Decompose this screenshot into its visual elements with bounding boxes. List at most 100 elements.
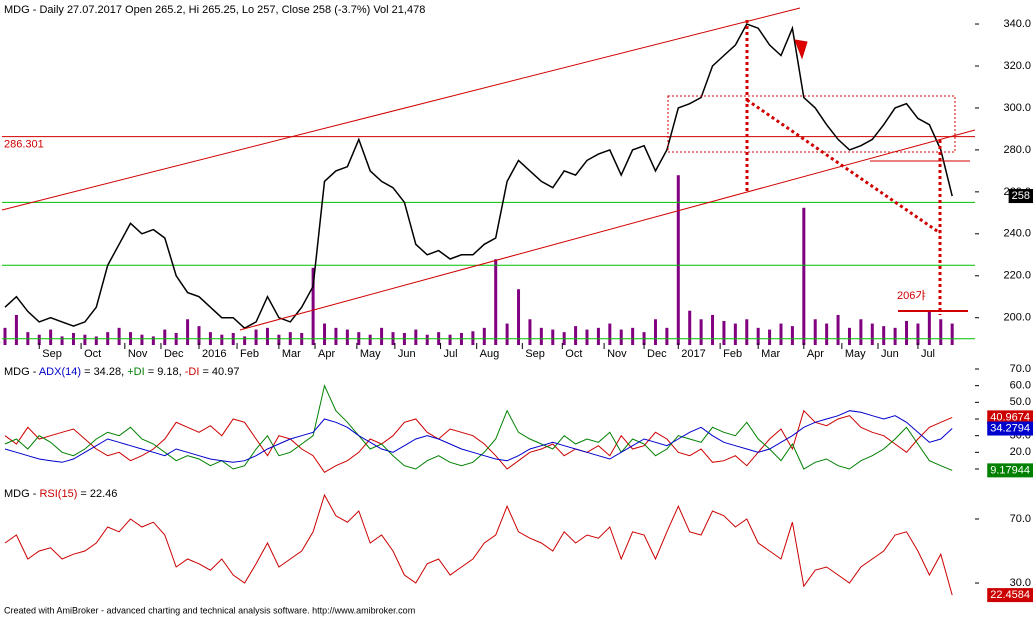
volume-bar (870, 323, 874, 345)
volume-bar (950, 323, 954, 345)
title-part: -DI (185, 366, 200, 378)
volume-bar (722, 320, 726, 345)
title-part: = 22.46 (77, 488, 117, 500)
y-tick-label: 30.0 (1010, 577, 1031, 589)
volume-bar (482, 327, 486, 345)
volume-bar (448, 334, 452, 345)
last-value-box (1008, 189, 1033, 204)
volume-bar (140, 334, 144, 345)
volume-bar (939, 319, 943, 345)
volume-bar (551, 329, 555, 345)
volume-bar (197, 326, 201, 345)
x-tick-label: Dec (164, 348, 184, 360)
title-part: ADX(14) (39, 366, 81, 378)
x-tick-label: Sep (42, 348, 62, 360)
volume-bar (631, 327, 635, 345)
volume-bar (277, 334, 281, 345)
x-tick-label: Apr (807, 348, 824, 360)
footer: Created with AmiBroker - advanced charti… (4, 605, 415, 615)
volume-bar (117, 327, 121, 345)
volume-bar (733, 323, 737, 345)
volume-bar (653, 319, 657, 345)
volume-bar (14, 314, 18, 345)
title-part: = 9.18, (145, 366, 185, 378)
title-part: = 34.28, (81, 366, 127, 378)
series-line (4, 493, 953, 596)
x-tick-label: Aug (480, 348, 500, 360)
channel-lower (239, 129, 976, 331)
x-tick-label: Nov (607, 348, 627, 360)
last-value-box (987, 410, 1033, 425)
volume-bar (688, 310, 692, 345)
last-value-box (987, 463, 1033, 478)
volume-bar (517, 289, 521, 345)
y-tick-label: 200.0 (1003, 312, 1031, 324)
volume-bar (505, 323, 509, 345)
x-tick-label: 2016 (202, 348, 226, 360)
volume-bar (813, 319, 817, 345)
volume-bar (893, 327, 897, 345)
volume-bar (60, 336, 64, 345)
x-tick-label: Apr (318, 348, 335, 360)
volume-bar (585, 329, 589, 345)
volume-bar (825, 323, 829, 345)
volume-bar (220, 334, 224, 345)
volume-bar (323, 323, 327, 345)
volume-bar (916, 323, 920, 345)
y-tick-label: 70.0 (1010, 513, 1031, 525)
x-tick-label: Sep (525, 348, 545, 360)
panel-title: MDG - Daily 27.07.2017 Open 265.2, Hi 26… (4, 4, 425, 16)
volume-bar (676, 175, 680, 345)
title-part: = 40.97 (199, 366, 239, 378)
volume-bar (539, 327, 543, 345)
x-tick-label: Dec (647, 348, 667, 360)
level-label: 286.301 (4, 139, 44, 151)
volume-bar (380, 327, 384, 345)
last-value-box (987, 588, 1033, 603)
panel-title: MDG - ADX(14) = 34.28, +DI = 9.18, -DI =… (4, 366, 239, 378)
volume-bar (779, 323, 783, 345)
volume-bar (254, 329, 258, 345)
volume-bar (768, 329, 772, 345)
volume-bar (608, 323, 612, 345)
y-tick-label: 340.0 (1003, 18, 1031, 30)
last-value: 40.9674 (990, 411, 1030, 423)
last-value: 9.17944 (990, 464, 1030, 476)
volume-bar (847, 327, 851, 345)
volume-bar (574, 326, 578, 345)
x-tick-label: Jun (881, 348, 899, 360)
volume-bar (186, 319, 190, 345)
last-value-box (987, 421, 1033, 436)
volume-bar (163, 329, 167, 345)
volume-bar (311, 267, 315, 345)
series-line (4, 384, 953, 471)
x-tick-label: Jun (398, 348, 416, 360)
y-tick-label: 220.0 (1003, 270, 1031, 282)
series-line (4, 23, 953, 330)
title-part: RSI(15) (39, 488, 77, 500)
x-tick-label: May (845, 348, 866, 360)
volume-bar (756, 327, 760, 345)
volume-bar (49, 329, 53, 345)
volume-bar (151, 336, 155, 345)
x-tick-label: Mar (282, 348, 301, 360)
volume-bar (836, 314, 840, 345)
title-part: MDG - (4, 488, 39, 500)
volume-bar (882, 326, 886, 345)
x-tick-label: Jul (444, 348, 458, 360)
y-tick-label: 300.0 (1003, 102, 1031, 114)
last-value: 258 (1012, 190, 1030, 202)
x-tick-label: Feb (723, 348, 742, 360)
volume-bar (665, 327, 669, 345)
volume-bar (265, 327, 269, 345)
volume-bar (619, 329, 623, 345)
panel-title: MDG - RSI(15) = 22.46 (4, 488, 117, 500)
volume-bar (37, 334, 41, 345)
volume-bar (711, 314, 715, 345)
x-tick-label: Oct (84, 348, 101, 360)
volume-bar (494, 259, 498, 345)
drawings (1, 7, 976, 331)
volume-bar (83, 334, 87, 345)
